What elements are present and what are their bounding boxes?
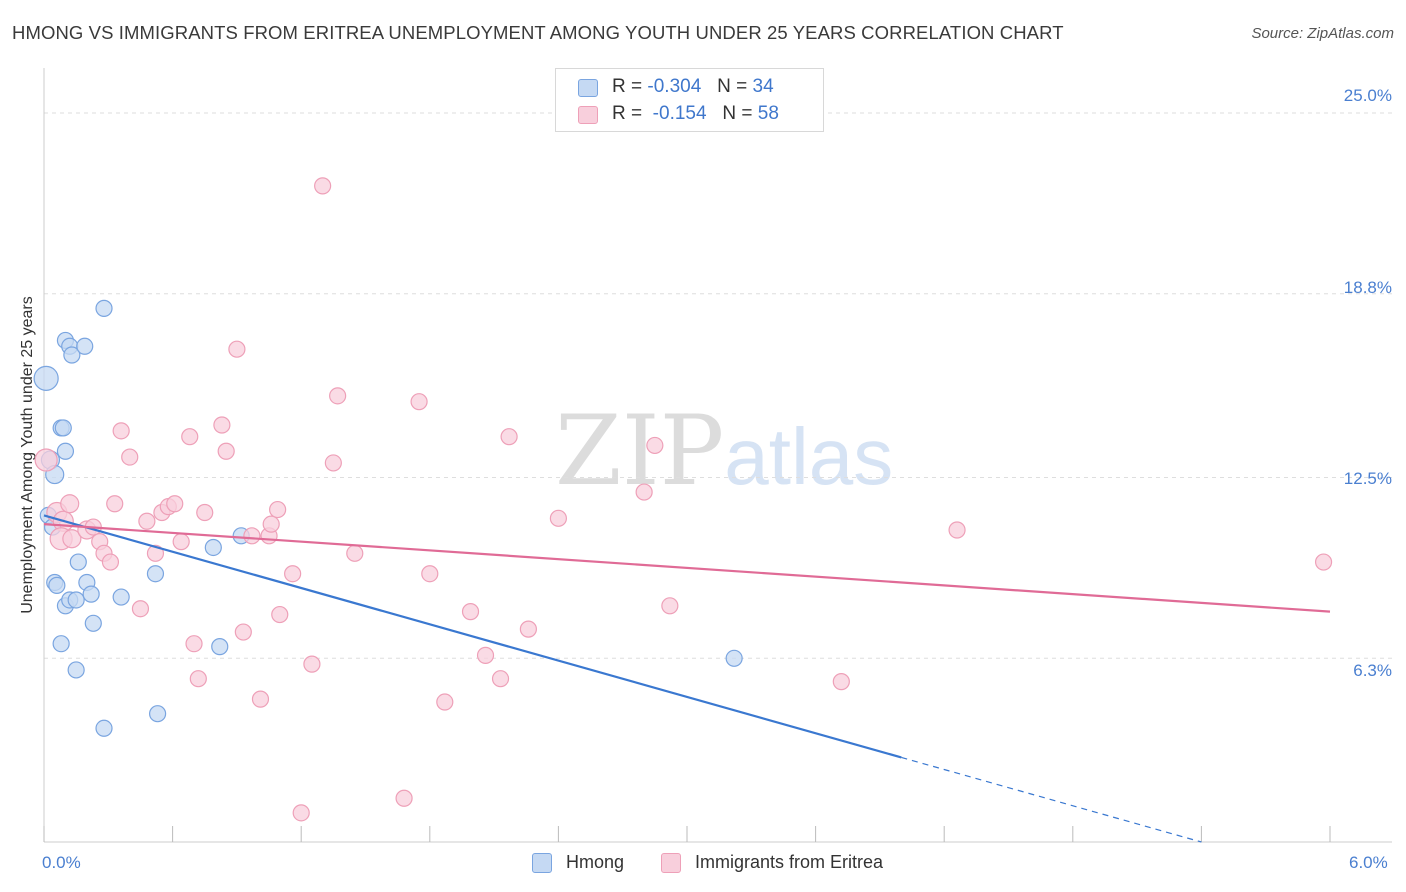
eritrea-point [476,646,495,664]
y-tick-label: 12.5% [1343,469,1392,488]
x-tick-label-max: 6.0% [1349,853,1388,872]
eritrea-point [185,635,203,653]
eritrea-point [1314,553,1333,571]
eritrea-point [138,512,156,530]
eritrea-point [519,620,537,638]
eritrea-point [189,670,207,688]
correlation-legend: R = -0.304 N = 34 R = -0.154 N = 58 [555,68,824,132]
y-tick-label: 25.0% [1343,86,1392,105]
hmong-point [95,299,113,317]
n-label: N = [722,103,753,124]
eritrea-point [421,565,439,583]
eritrea-point [284,565,302,583]
r-label: R = [612,76,643,97]
r-value: -0.304 [647,76,702,97]
eritrea-point [181,428,199,446]
eritrea-point [314,177,332,195]
hmong-point [725,649,743,667]
hmong-point [146,565,165,583]
chart-title: HMONG VS IMMIGRANTS FROM ERITREA UNEMPLO… [12,22,1064,43]
eritrea-point [146,544,165,562]
eritrea-point [34,448,58,472]
eritrea-point [661,597,679,615]
n-value: 58 [757,103,779,124]
hmong-point [54,419,72,437]
eritrea-point [271,605,289,624]
eritrea-point [491,670,510,688]
eritrea-point [166,495,184,513]
eritrea-point [410,393,428,411]
hmong-trend-extension [901,756,1202,843]
eritrea-point [234,623,252,641]
eritrea-point [303,655,321,673]
hmong-point [211,638,229,656]
hmong-point [69,553,87,571]
legend-text: R = -0.154 N = 58 [612,103,779,125]
hmong-swatch [532,853,552,873]
hmong-point [52,635,70,653]
eritrea-point [196,503,214,522]
eritrea-point [436,693,454,711]
hmong-point [67,591,85,609]
hmong-point [82,585,100,603]
hmong-point [95,719,113,737]
hmong-point [63,346,81,364]
hmong-point [112,588,130,606]
hmong-point [33,365,59,391]
hmong-trend-line [43,514,902,759]
legend-label: Immigrants from Eritrea [695,852,884,872]
eritrea-point [269,500,287,519]
eritrea-point [131,600,150,618]
eritrea-point [251,690,270,708]
eritrea-point [217,442,235,460]
hmong-point [67,661,85,679]
n-label: N = [717,76,748,97]
hmong-point [76,337,94,355]
eritrea-point [228,340,246,358]
eritrea-point [121,448,139,466]
r-value: -0.154 [652,103,707,124]
eritrea-point [395,789,413,807]
eritrea-point [262,515,280,533]
x-tick-label-min: 0.0% [42,853,81,872]
source-label: Source: ZipAtlas.com [1251,25,1394,42]
eritrea-point [324,454,342,472]
hmong-point [84,614,102,632]
watermark-atlas: atlas [724,412,894,501]
eritrea-point [101,553,120,571]
eritrea-point [62,529,82,549]
hmong-point [148,705,167,723]
hmong-point [48,576,66,594]
eritrea-point [346,544,364,562]
r-label: R = [612,103,643,124]
eritrea-point [635,483,653,501]
hmong-point [204,538,222,557]
legend-label: Hmong [566,852,625,872]
hmong-swatch [578,79,598,97]
eritrea-trend-line [43,523,1331,613]
eritrea-point [112,422,130,440]
eritrea-point [213,416,231,434]
eritrea-point [500,428,518,446]
legend-text: R = -0.304 N = 34 [612,76,774,98]
eritrea-swatch [661,853,681,873]
eritrea-point [243,527,261,545]
eritrea-swatch [578,106,598,124]
eritrea-point [60,494,80,514]
eritrea-point [549,509,568,527]
hmong-point [56,442,75,460]
y-tick-label: 6.3% [1353,661,1392,680]
eritrea-point [948,521,966,539]
y-tick-label: 18.8% [1343,278,1392,297]
n-value: 34 [752,76,774,97]
eritrea-point [832,673,850,691]
eritrea-point [329,387,347,405]
eritrea-point [646,436,664,455]
eritrea-point [461,603,480,621]
eritrea-point [172,533,190,551]
eritrea-point [106,495,124,513]
eritrea-point [292,804,310,822]
